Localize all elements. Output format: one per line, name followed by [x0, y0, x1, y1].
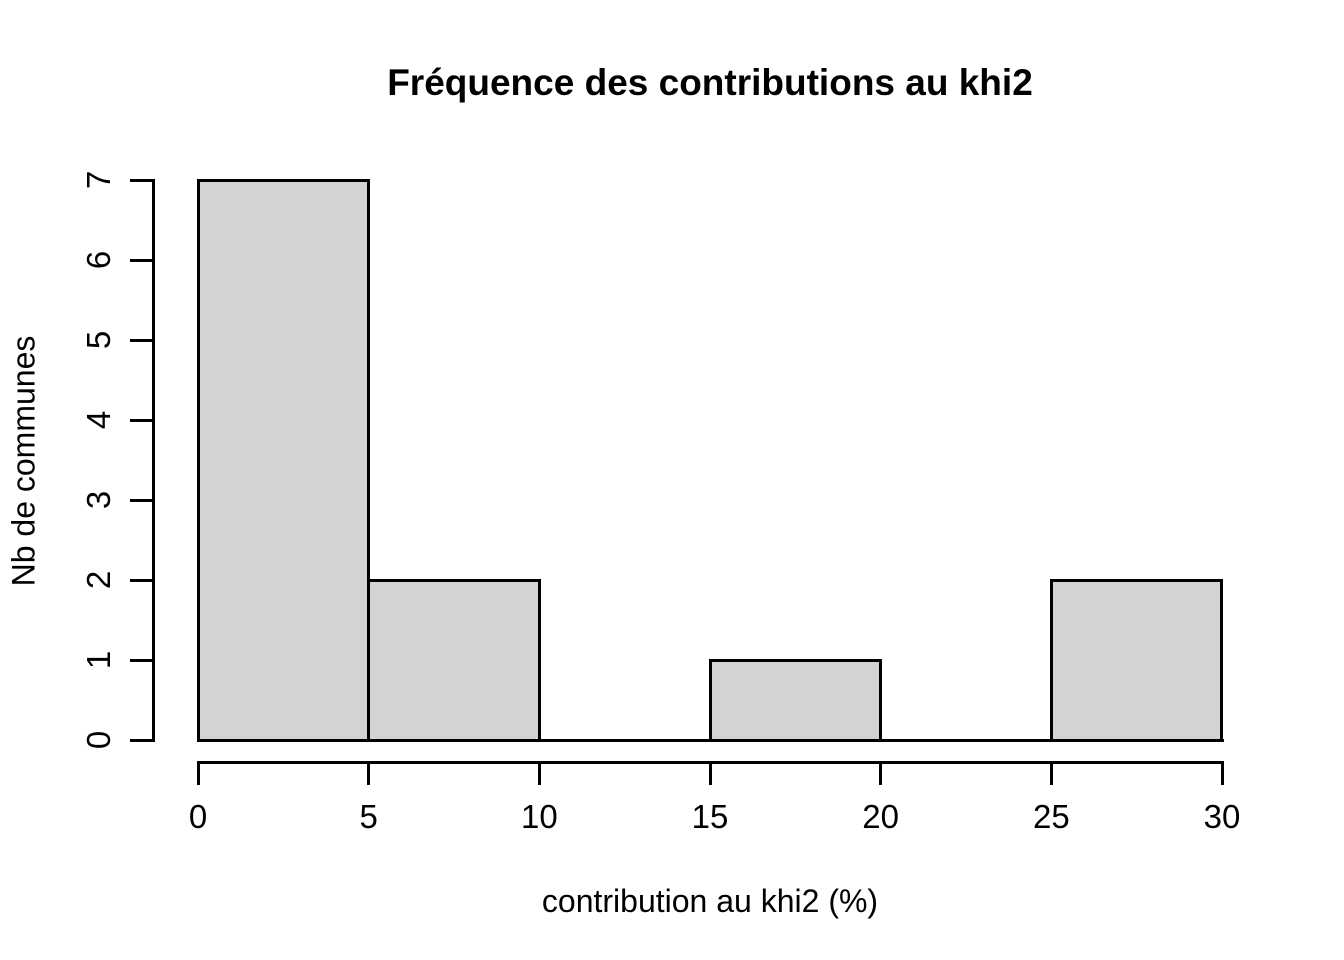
y-tick-label-text: 7 [80, 170, 117, 190]
y-tick [130, 338, 152, 342]
x-tick [879, 761, 883, 785]
x-tick-label: 20 [862, 798, 900, 835]
x-tick-label: 15 [691, 798, 729, 835]
y-tick-label-text: 6 [80, 250, 117, 270]
y-tick [130, 578, 152, 582]
y-axis-title-text: Nb de communes [5, 335, 42, 587]
y-tick-label-text: 1 [80, 650, 117, 670]
x-tick-label: 5 [359, 798, 378, 835]
y-tick-label-text: 4 [80, 410, 117, 430]
x-tick-label: 0 [188, 798, 208, 835]
y-axis-line [152, 178, 155, 742]
histogram-bar [196, 178, 371, 742]
x-tick [537, 761, 541, 785]
histogram-bar [1049, 578, 1224, 742]
histogram-baseline [196, 738, 1224, 742]
x-tick [367, 761, 371, 785]
x-axis-title: contribution au khi2 (%) [541, 883, 879, 919]
y-tick [130, 498, 152, 502]
x-tick [708, 761, 712, 785]
y-tick-label-text: 2 [80, 570, 117, 590]
chart-title: Fréquence des contributions au khi2 [387, 62, 1033, 103]
x-tick [1049, 761, 1053, 785]
y-tick [130, 658, 152, 662]
histogram-bar [708, 658, 883, 742]
histogram-bar [367, 578, 541, 742]
x-tick-label: 25 [1032, 798, 1070, 835]
x-tick-label: 30 [1203, 798, 1241, 835]
y-tick-label-text: 0 [80, 730, 117, 750]
y-tick [130, 738, 152, 742]
y-tick [130, 178, 152, 182]
y-tick [130, 258, 152, 262]
y-tick-label-text: 5 [80, 330, 117, 350]
x-tick-label: 10 [520, 798, 558, 835]
x-tick [196, 761, 200, 785]
x-tick [1220, 761, 1224, 785]
y-tick [130, 418, 152, 422]
y-tick-label-text: 3 [80, 490, 117, 510]
